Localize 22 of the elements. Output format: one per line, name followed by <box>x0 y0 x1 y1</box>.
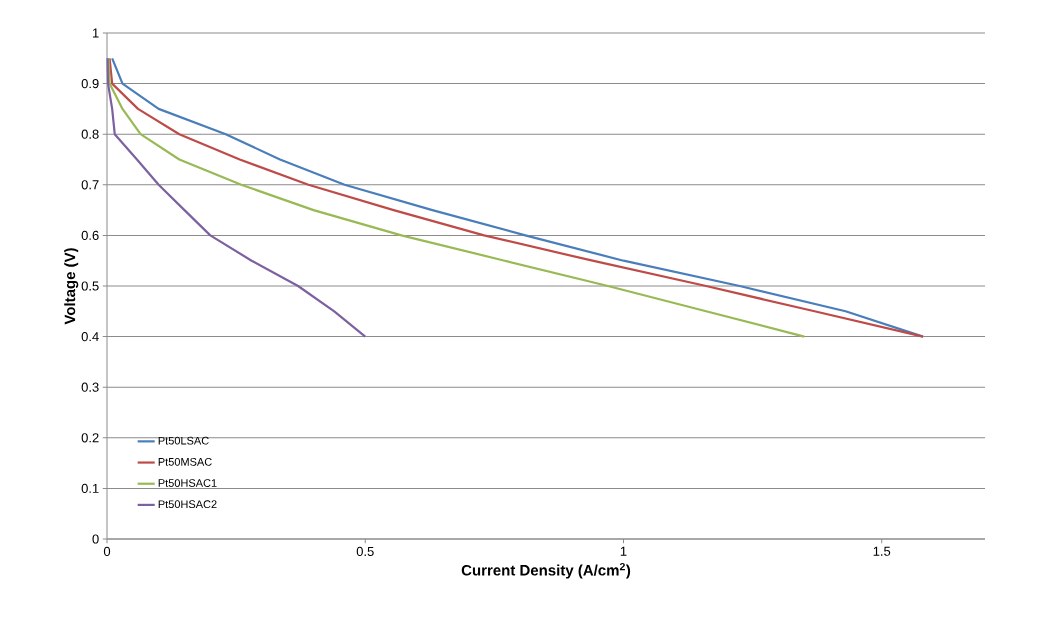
y-tick-label: 1 <box>92 28 99 38</box>
y-tick-label: 0.7 <box>81 180 99 190</box>
y-tick-label: 0.2 <box>81 433 99 443</box>
legend-label: Pt50HSAC1 <box>158 479 217 487</box>
y-tick-label: 0.8 <box>81 129 99 139</box>
y-tick-label: 0.3 <box>81 382 99 392</box>
line-series <box>106 57 367 338</box>
x-tick-label: 0.5 <box>356 546 374 556</box>
x-tick-label: 1.5 <box>873 546 891 556</box>
y-tick-label: 0.5 <box>81 281 99 291</box>
legend-label: Pt50LSAC <box>158 436 209 445</box>
x-axis-title: Current Density (A/cm$^{2}$) <box>461 562 631 579</box>
x-tick-label: 1 <box>620 546 627 556</box>
legend-label: Pt50HSAC2 <box>158 500 217 509</box>
y-tick-label: 0.9 <box>81 78 99 89</box>
y-tick-label: 0.4 <box>81 331 99 342</box>
y-axis-title: Voltage (V) <box>64 248 79 325</box>
x-tick-label: 0 <box>103 546 111 556</box>
y-tick-label: 0.1 <box>81 483 99 493</box>
y-tick-label: 0 <box>92 534 99 544</box>
y-tick-label: 0.6 <box>81 230 99 240</box>
legend-label: Pt50MSAC <box>158 457 212 466</box>
